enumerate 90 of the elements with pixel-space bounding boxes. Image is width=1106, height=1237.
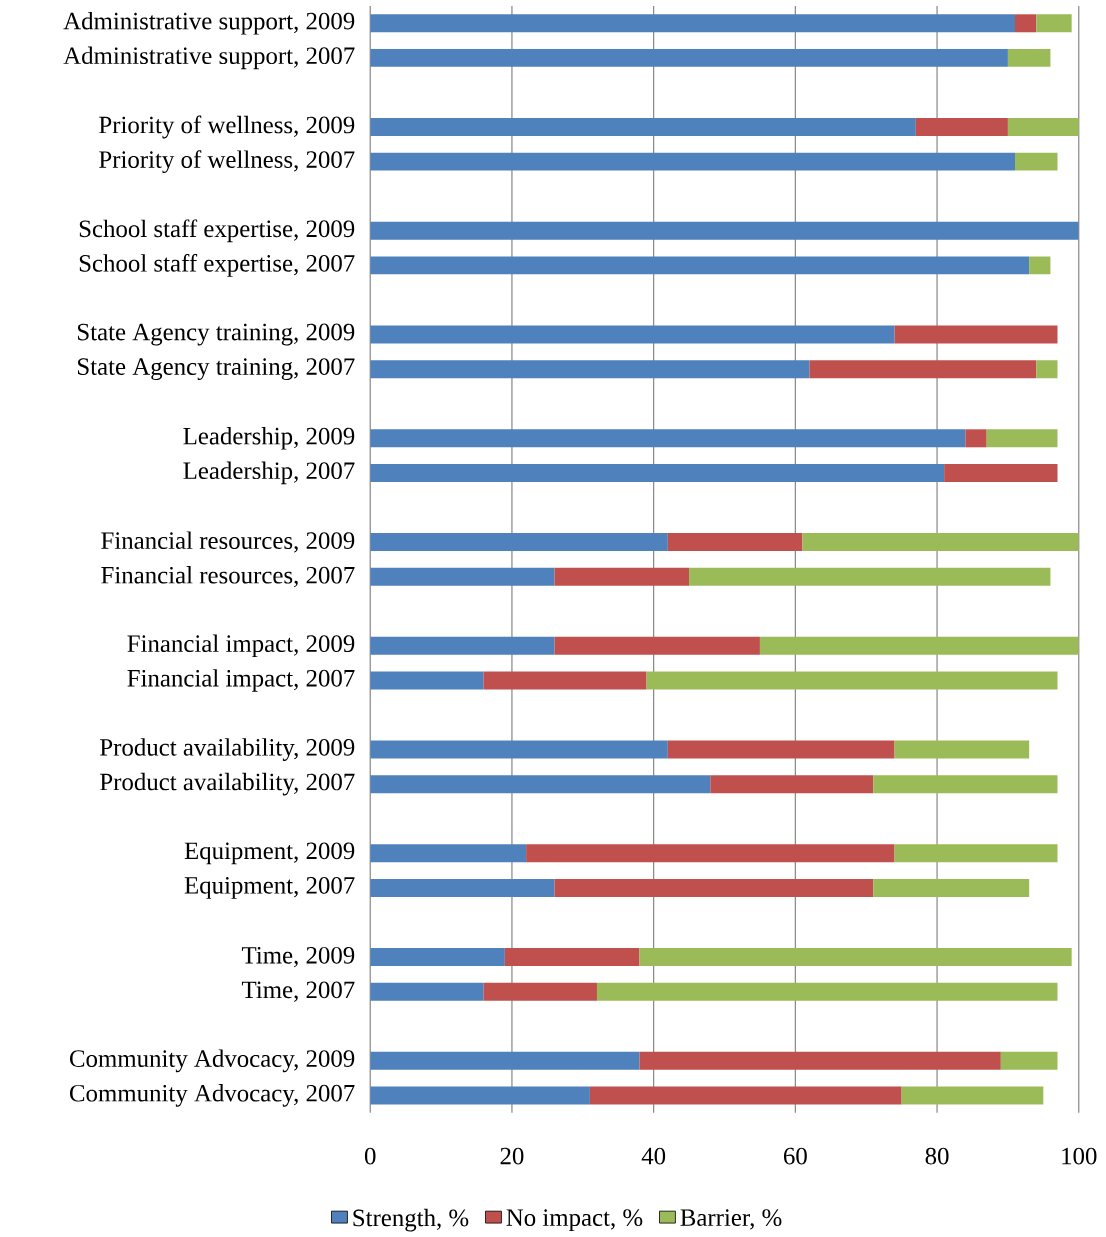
- x-tick-label: 100: [1062, 1147, 1097, 1165]
- y-tick-label: Financial impact, 2009: [127, 634, 355, 658]
- bar: [894, 325, 1058, 344]
- bar: [370, 152, 1016, 171]
- bar: [894, 740, 1030, 759]
- y-tick-label: Financial impact, 2007: [127, 669, 355, 692]
- bar: [483, 982, 598, 1001]
- y-tick-label: Product availability, 2007: [100, 772, 355, 796]
- bar: [802, 533, 1079, 552]
- bar: [370, 878, 555, 897]
- bar: [370, 256, 1030, 275]
- y-tick-label: Community Advocacy, 2007: [70, 1084, 355, 1107]
- bar: [667, 740, 895, 759]
- bar: [370, 636, 555, 655]
- bar: [370, 1086, 591, 1105]
- bar: [1029, 256, 1051, 275]
- bar: [1015, 152, 1058, 171]
- bar: [760, 636, 1079, 655]
- bar: [639, 948, 1072, 967]
- bar: [1008, 48, 1051, 67]
- bar: [526, 844, 895, 863]
- bar: [370, 463, 945, 482]
- y-tick-label: Financial resources, 2009: [101, 531, 355, 553]
- legend-label: No impact, %: [506, 1209, 643, 1232]
- bar: [370, 429, 966, 448]
- y-tick-label: Administrative support, 2007: [63, 46, 355, 70]
- y-tick-label: Equipment, 2007: [184, 877, 355, 899]
- bar: [483, 671, 647, 690]
- bar: [901, 1086, 1044, 1105]
- bar: [370, 48, 1009, 67]
- x-tick-label: 0: [365, 1147, 376, 1165]
- bar: [370, 1051, 640, 1070]
- bar: [639, 1051, 1001, 1070]
- bar: [370, 844, 527, 863]
- bar: [370, 775, 711, 794]
- x-tick-label: 80: [925, 1147, 949, 1165]
- bar: [370, 948, 505, 967]
- y-tick-label: Time, 2009: [242, 946, 355, 968]
- y-tick-label: State Agency training, 2007: [78, 358, 355, 381]
- bar: [504, 948, 640, 967]
- y-tick-label: Leadership, 2009: [183, 427, 355, 450]
- bar: [689, 567, 1051, 586]
- legend-label: Barrier, %: [680, 1209, 782, 1230]
- bar: [370, 118, 916, 137]
- y-tick-label: State Agency training, 2009: [78, 323, 355, 346]
- bar: [370, 14, 1016, 33]
- bar: [965, 429, 987, 448]
- bar: [915, 118, 1009, 137]
- legend-label: Strength, %: [353, 1208, 469, 1232]
- y-tick-label: Administrative support, 2009: [63, 12, 355, 35]
- bar: [1015, 14, 1037, 33]
- y-tick-label: Financial resources, 2007: [101, 566, 355, 588]
- bar: [986, 429, 1058, 448]
- y-tick-label: Time, 2007: [242, 981, 355, 1002]
- bar: [944, 463, 1058, 482]
- bar: [554, 567, 690, 586]
- y-tick-label: Product availability, 2009: [100, 738, 355, 761]
- bar: [1000, 1051, 1058, 1070]
- x-tick-label: 20: [500, 1147, 524, 1165]
- bar: [710, 775, 874, 794]
- bar: [370, 360, 810, 379]
- x-tick-label: 40: [641, 1147, 666, 1165]
- y-tick-label: Equipment, 2009: [184, 842, 355, 865]
- bar: [1036, 360, 1058, 379]
- bar: [809, 360, 1037, 379]
- bar: [894, 844, 1058, 863]
- bar: [873, 775, 1058, 794]
- bar: [370, 325, 895, 344]
- y-tick-label: Community Advocacy, 2009: [70, 1049, 355, 1073]
- bar: [554, 636, 761, 655]
- bar: [370, 567, 555, 586]
- bar: [370, 982, 484, 1001]
- y-tick-label: School staff expertise, 2007: [79, 253, 355, 277]
- bar: [646, 671, 1058, 690]
- bar: [1008, 118, 1079, 137]
- bar: [590, 1086, 902, 1105]
- y-tick-label: School staff expertise, 2009: [79, 219, 355, 243]
- bar: [370, 740, 668, 759]
- bar: [873, 878, 1030, 897]
- bar: [667, 533, 803, 552]
- bar: [554, 878, 874, 897]
- bar: [1036, 14, 1072, 33]
- y-tick-label: Priority of wellness, 2009: [99, 115, 355, 139]
- bar: [597, 982, 1058, 1001]
- y-tick-label: Priority of wellness, 2007: [99, 150, 355, 174]
- y-tick-label: Leadership, 2007: [183, 461, 355, 485]
- x-tick-label: 60: [784, 1147, 807, 1165]
- bar: [370, 221, 1079, 240]
- bar: [370, 671, 484, 690]
- bar: [370, 533, 668, 552]
